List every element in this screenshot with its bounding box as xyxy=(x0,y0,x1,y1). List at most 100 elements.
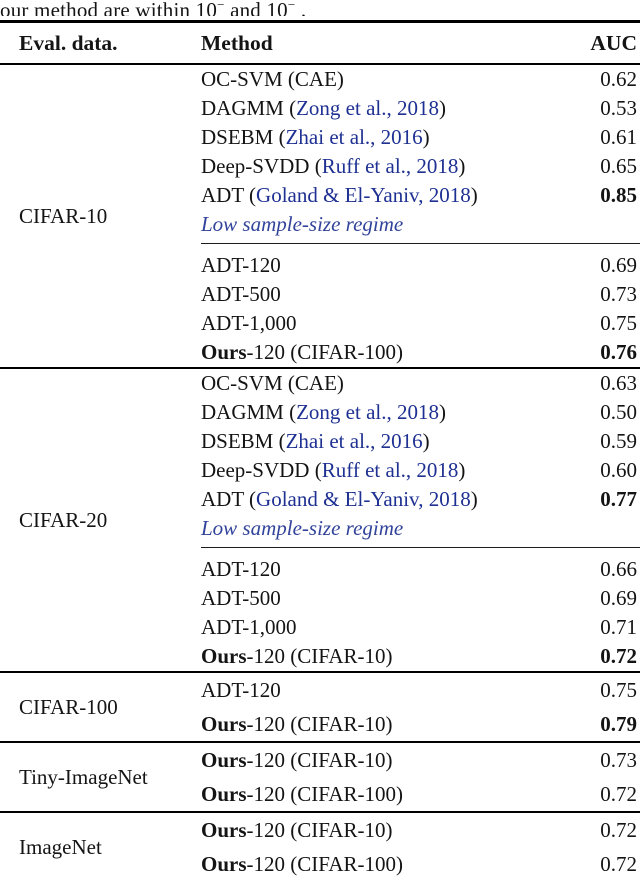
method-cell: Ours-120 (CIFAR-100) xyxy=(201,338,573,368)
method-cell: ADT-500 xyxy=(201,280,573,309)
method-text: ADT ( xyxy=(201,487,257,511)
citation-link[interactable]: Goland & El-Yaniv, 2018 xyxy=(256,183,471,207)
method-text: ADT-120 xyxy=(201,678,281,702)
section-cifar-100: CIFAR-100 ADT-120 0.75 Ours-120 (CIFAR-10) 0… xyxy=(0,671,640,742)
method-cell: Low sample-size regime xyxy=(201,514,573,548)
auc-cell: 0.73 xyxy=(600,282,637,306)
table-row: ADT-1,000 0.75 xyxy=(0,309,640,338)
auc-cell: 0.50 xyxy=(600,400,637,424)
method-text: ) xyxy=(438,96,446,120)
method-text: -120 (CIFAR-10) xyxy=(246,712,393,736)
method-name-bold: Ours xyxy=(201,782,247,806)
method-cell: ADT-120 xyxy=(201,547,573,584)
table-row: ADT-120 0.66 xyxy=(0,547,640,584)
auc-cell: 0.61 xyxy=(600,125,637,149)
header-auc: AUC xyxy=(573,20,640,65)
auc-cell: 0.53 xyxy=(600,96,637,120)
dataset-cell: CIFAR-10 xyxy=(0,63,201,368)
method-text: DSEBM ( xyxy=(201,125,286,149)
auc-cell: 0.72 xyxy=(600,852,637,876)
note-low-sample-size: Low sample-size regime xyxy=(201,212,404,236)
citation-link[interactable]: Zhai et al., 2016 xyxy=(285,429,423,453)
method-name-bold: Ours xyxy=(201,644,247,668)
method-name-bold: Ours xyxy=(201,852,247,876)
method-cell: Ours-120 (CIFAR-100) xyxy=(201,847,573,881)
method-text: ) xyxy=(438,400,446,424)
auc-cell: 0.59 xyxy=(600,429,637,453)
method-text: DAGMM ( xyxy=(201,400,297,424)
header-eval-data: Eval. data. xyxy=(0,20,201,65)
method-cell: OC-SVM (CAE) xyxy=(201,367,573,398)
auc-cell: 0.60 xyxy=(600,458,637,482)
table-row: ADT-1,000 0.71 xyxy=(0,613,640,642)
method-cell: OC-SVM (CAE) xyxy=(201,63,573,94)
method-cell: Deep-SVDD (Ruff et al., 2018) xyxy=(201,152,573,181)
method-name-bold: Ours xyxy=(201,340,247,364)
auc-cell: 0.76 xyxy=(600,340,637,364)
method-text: -120 (CIFAR-10) xyxy=(246,818,393,842)
section-cifar-20: CIFAR-20 OC-SVM (CAE) 0.63 DAGMM (Zong et a… xyxy=(0,367,640,672)
citation-link[interactable]: Ruff et al., 2018 xyxy=(321,458,459,482)
table-row: ADT-120 0.69 xyxy=(0,243,640,280)
table-row: Ours-120 (CIFAR-10) 0.79 xyxy=(0,707,640,742)
method-name-bold: Ours xyxy=(201,712,247,736)
method-cell: ADT-1,000 xyxy=(201,613,573,642)
section-cifar-10: CIFAR-10 OC-SVM (CAE) 0.62 DAGMM (Zong et a… xyxy=(0,63,640,368)
table-row: ImageNet Ours -120 (CIFAR-10) 0.72 xyxy=(0,811,640,881)
method-text: DAGMM ( xyxy=(201,96,297,120)
table-row: ADT-500 0.69 xyxy=(0,584,640,613)
citation-link[interactable]: Goland & El-Yaniv, 2018 xyxy=(256,487,471,511)
method-cell: DAGMM (Zong et al., 2018) xyxy=(201,398,573,427)
method-cell: Ours-120 (CIFAR-100) xyxy=(201,777,573,812)
method-text: ) xyxy=(458,458,466,482)
auc-cell: 0.66 xyxy=(573,547,640,584)
auc-cell: 0.71 xyxy=(600,615,637,639)
note-low-sample-size: Low sample-size regime xyxy=(201,516,404,540)
table-row: ADT-500 0.73 xyxy=(0,280,640,309)
results-table: Eval. data. Method AUC CIFAR-10 OC-SVM (C… xyxy=(0,20,640,881)
auc-cell xyxy=(573,210,640,244)
auc-cell: 0.69 xyxy=(573,243,640,280)
dataset-cell: CIFAR-100 xyxy=(0,671,201,742)
method-cell: ADT-1,000 xyxy=(201,309,573,338)
table-row: ADT (Goland & El-Yaniv, 2018) 0.85 xyxy=(0,181,640,210)
method-cell: ADT (Goland & El-Yaniv, 2018) xyxy=(201,181,573,210)
auc-cell: 0.75 xyxy=(573,671,640,707)
superscript-exponent: − xyxy=(287,0,296,12)
auc-cell: 0.85 xyxy=(600,183,637,207)
citation-link[interactable]: Zong et al., 2018 xyxy=(296,96,439,120)
table-row: Deep-SVDD (Ruff et al., 2018) 0.60 xyxy=(0,456,640,485)
method-cell: Ours-120 (CIFAR-10) xyxy=(201,741,573,777)
table-row: Low sample-size regime xyxy=(0,210,640,244)
method-cell: Deep-SVDD (Ruff et al., 2018) xyxy=(201,456,573,485)
table-row: DAGMM (Zong et al., 2018) 0.53 xyxy=(0,94,640,123)
method-text: ADT-120 xyxy=(201,253,281,277)
method-text: DSEBM ( xyxy=(201,429,286,453)
method-text: -120 (CIFAR-10) xyxy=(246,748,393,772)
method-text: Deep-SVDD ( xyxy=(201,154,322,178)
table-row: CIFAR-20 OC-SVM (CAE) 0.63 xyxy=(0,367,640,672)
auc-cell: 0.69 xyxy=(600,586,637,610)
method-cell: ADT-500 xyxy=(201,584,573,613)
auc-cell: 0.72 xyxy=(600,644,637,668)
table-row: Ours-120 (CIFAR-10) 0.72 xyxy=(0,642,640,672)
method-cell: DAGMM (Zong et al., 2018) xyxy=(201,94,573,123)
auc-cell: 0.65 xyxy=(600,154,637,178)
table-row: Ours-120 (CIFAR-100) 0.72 xyxy=(0,847,640,881)
table-row: DAGMM (Zong et al., 2018) 0.50 xyxy=(0,398,640,427)
citation-link[interactable]: Zong et al., 2018 xyxy=(296,400,439,424)
method-cell: ADT (Goland & El-Yaniv, 2018) xyxy=(201,485,573,514)
method-cell: ADT-120 xyxy=(201,671,573,707)
auc-cell: 0.72 xyxy=(573,811,640,847)
citation-link[interactable]: Zhai et al., 2016 xyxy=(285,125,423,149)
method-text: ) xyxy=(422,125,430,149)
method-text: ) xyxy=(470,487,478,511)
header-row: Eval. data. Method AUC xyxy=(0,20,640,65)
method-text: ) xyxy=(422,429,430,453)
method-text: -120 (CIFAR-100) xyxy=(246,782,404,806)
dataset-cell: ImageNet xyxy=(0,811,201,881)
method-cell: DSEBM (Zhai et al., 2016) xyxy=(201,427,573,456)
dataset-cell: CIFAR-20 xyxy=(0,367,201,672)
citation-link[interactable]: Ruff et al., 2018 xyxy=(321,154,459,178)
method-text: Deep-SVDD ( xyxy=(201,458,322,482)
